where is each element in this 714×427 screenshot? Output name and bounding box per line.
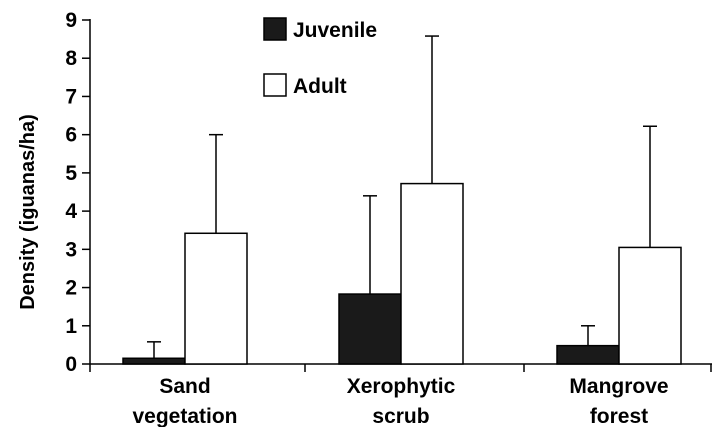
y-axis-label: Density (iguanas/ha) xyxy=(17,114,39,310)
x-category-labels: Sand vegetation Xerophytic scrub Mangrove for… xyxy=(132,375,668,427)
bars-layer xyxy=(122,182,682,365)
legend-swatch-juvenile xyxy=(263,17,287,41)
y-tick-label: 5 xyxy=(65,162,77,185)
bar-juvenile xyxy=(122,357,186,365)
legend: Juvenile Adult xyxy=(263,17,377,98)
y-tick-label: 4 xyxy=(65,200,77,223)
y-tick-label: 2 xyxy=(65,277,77,300)
y-tick-labels: 0 1 2 3 4 5 6 7 8 9 xyxy=(65,9,77,376)
bar-adult xyxy=(184,232,248,365)
x-category-label: Sand xyxy=(159,375,210,398)
legend-label-adult: Adult xyxy=(293,75,347,98)
x-category-label: scrub xyxy=(372,405,429,427)
y-tick-label: 6 xyxy=(65,124,77,147)
error-bars-layer xyxy=(147,35,657,359)
bar-juvenile xyxy=(338,293,402,365)
y-tick-label: 0 xyxy=(65,353,77,376)
x-category-label: Mangrove xyxy=(569,375,668,398)
legend-swatch-adult xyxy=(263,73,287,97)
y-tick-label: 7 xyxy=(65,85,77,108)
x-category-label: forest xyxy=(590,405,648,427)
x-category-label: Xerophytic xyxy=(347,375,456,398)
y-tick-label: 8 xyxy=(65,47,77,70)
y-tick-label: 1 xyxy=(65,315,77,338)
legend-label-juvenile: Juvenile xyxy=(293,19,377,42)
bar-adult xyxy=(618,246,682,365)
y-tick-label: 3 xyxy=(65,238,77,261)
y-tick-label: 9 xyxy=(65,9,77,32)
bar-juvenile xyxy=(556,344,620,365)
bar-adult xyxy=(400,182,464,365)
x-category-label: vegetation xyxy=(132,405,237,427)
